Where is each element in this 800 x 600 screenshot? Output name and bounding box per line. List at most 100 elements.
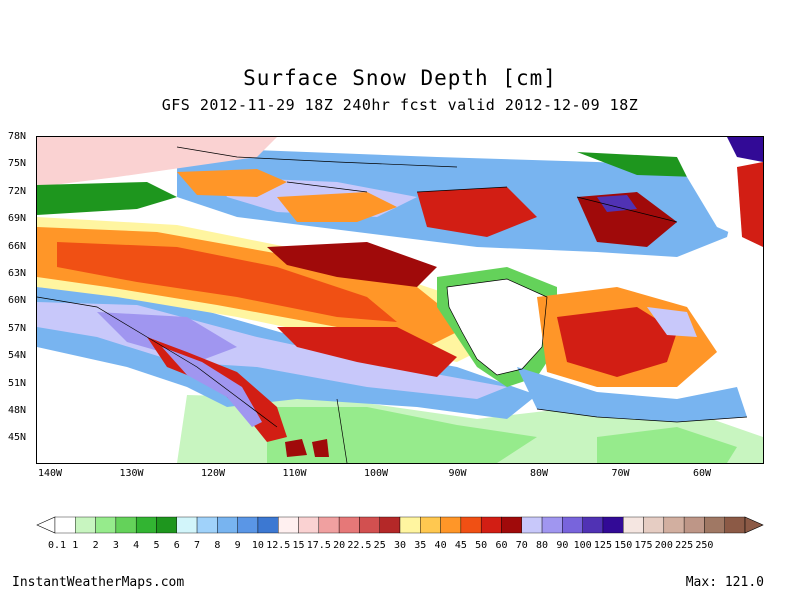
colorbar-swatch: [480, 516, 502, 534]
colorbar-tick-label: 250: [695, 540, 714, 551]
site-credit: InstantWeatherMaps.com: [12, 575, 185, 590]
colorbar-tick-label: 175: [634, 540, 653, 551]
colorbar-tick-label: 90: [556, 540, 569, 551]
snow-depth-field: [37, 137, 763, 463]
snow-band-darkred: [267, 242, 437, 287]
colorbar-tick-label: 100: [573, 540, 592, 551]
green-patch-upper: [577, 152, 697, 177]
colorbar-tick-label: 2: [92, 540, 99, 551]
latitude-label: 48N: [8, 405, 27, 416]
rockies-lavender: [162, 347, 262, 427]
longitude-label: 100W: [363, 468, 389, 479]
max-value-label: Max: 121.0: [685, 575, 764, 590]
arctic-purple: [597, 195, 637, 212]
colorbar-swatch: [278, 516, 299, 534]
snow-band-red: [57, 242, 397, 322]
colorbar-swatch: [338, 516, 360, 534]
colorbar-swatch: [95, 516, 117, 534]
labrador-blue: [517, 367, 747, 422]
colorbar-swatch: [643, 516, 665, 534]
colorbar-tick-label: 15: [292, 540, 305, 551]
colorbar-tick-label: 7: [194, 540, 201, 551]
colorbar-swatch: [683, 516, 705, 534]
colorbar-tick-label: 8: [214, 540, 221, 551]
latitude-label: 78N: [8, 131, 27, 142]
colorbar-tick-label: 60: [495, 540, 508, 551]
colorbar-tick-label: 5: [153, 540, 160, 551]
colorbar-tick-label: 22.5: [347, 540, 372, 551]
colorbar-swatch: [602, 516, 624, 534]
colorbar-swatch: [75, 516, 96, 534]
colorbar-swatch: [318, 516, 340, 534]
hudson-bay: [447, 279, 547, 375]
colorbar-swatch: [298, 516, 320, 534]
colorbar-swatch: [704, 516, 725, 534]
arctic-red-2: [577, 192, 677, 247]
arctic-red-1: [417, 187, 537, 237]
colorbar-tick-label: 12.5: [266, 540, 291, 551]
arctic-orange-2: [277, 192, 397, 222]
latitude-label: 51N: [8, 377, 27, 389]
colorbar-swatch: [541, 516, 563, 534]
colorbar-swatch: [724, 516, 746, 534]
snow-depth-map: [36, 136, 764, 464]
colorbar-tick-label: 4: [133, 540, 140, 551]
colorbar-tick-label: 6: [173, 540, 180, 551]
colorbar-swatch: [176, 516, 198, 534]
greenland-white: [667, 137, 763, 247]
latitude-label: 69N: [8, 213, 27, 225]
colorbar-tick-label: 20: [333, 540, 346, 551]
colorbar-swatch: [440, 516, 462, 534]
latitude-label: 72N: [8, 185, 27, 197]
green-region-east: [597, 427, 737, 463]
colorbar-swatch: [521, 516, 543, 534]
longitude-label: 110W: [282, 468, 307, 479]
longitude-label: 70W: [611, 468, 630, 479]
quebec-snow-red: [557, 307, 677, 377]
arctic-orange-1: [177, 169, 287, 197]
colorbar-swatch: [196, 516, 218, 534]
colorbar-swatch: [359, 516, 380, 534]
rockies-peak-red: [285, 439, 307, 457]
colorbar-swatch: [54, 516, 76, 534]
colorbar-tick-label: 200: [654, 540, 673, 551]
map-subtitle: GFS 2012-11-29 18Z 240hr fcst valid 2012…: [161, 96, 639, 114]
map-title: Surface Snow Depth [cm]: [243, 66, 557, 90]
longitude-label: 60W: [692, 468, 712, 479]
colorbar-tick-label: 30: [393, 540, 407, 551]
colorbar-swatches: [36, 516, 764, 534]
colorbar-swatch: [623, 516, 644, 534]
colorbar-tick-label: 225: [675, 540, 694, 551]
latitude-label: 66N: [8, 240, 27, 252]
longitude-label: 80W: [529, 468, 549, 479]
latitude-label: 60N: [8, 295, 27, 307]
colorbar-tick-label: 17.5: [306, 540, 331, 551]
latitude-label: 75N: [8, 158, 27, 170]
colorbar-min-arrow: [36, 516, 56, 534]
latitude-label: 45N: [8, 432, 27, 444]
colorbar-tick-label: 80: [536, 540, 549, 551]
colorbar-tick-label: 35: [414, 540, 427, 551]
green-region: [267, 407, 537, 463]
colorbar-max-arrow: [744, 516, 764, 534]
colorbar-swatch: [399, 516, 421, 534]
colorbar-tick-label: 45: [454, 540, 467, 551]
latitude-label: 57N: [8, 322, 27, 334]
colorbar-swatch: [501, 516, 522, 534]
colorbar-tick-label: 50: [475, 540, 488, 551]
longitude-label: 140W: [37, 468, 63, 479]
purple-patch-west: [97, 312, 237, 362]
colorbar-swatch: [237, 516, 259, 534]
quebec-lavender: [647, 307, 697, 337]
beaufort-green: [37, 182, 177, 215]
colorbar-swatch: [582, 516, 604, 534]
colorbar-tick-label: 9: [234, 540, 241, 551]
colorbar-tick-label: 150: [614, 540, 633, 551]
colorbar-tick-label: 25: [373, 540, 386, 551]
longitude-label: 130W: [119, 468, 144, 479]
colorbar-tick-label: 3: [112, 540, 119, 551]
colorbar-tick-label: 70: [515, 540, 528, 551]
coastline-lines: [37, 146, 748, 463]
colorbar-swatch: [156, 516, 177, 534]
latitude-label: 54N: [8, 350, 27, 362]
